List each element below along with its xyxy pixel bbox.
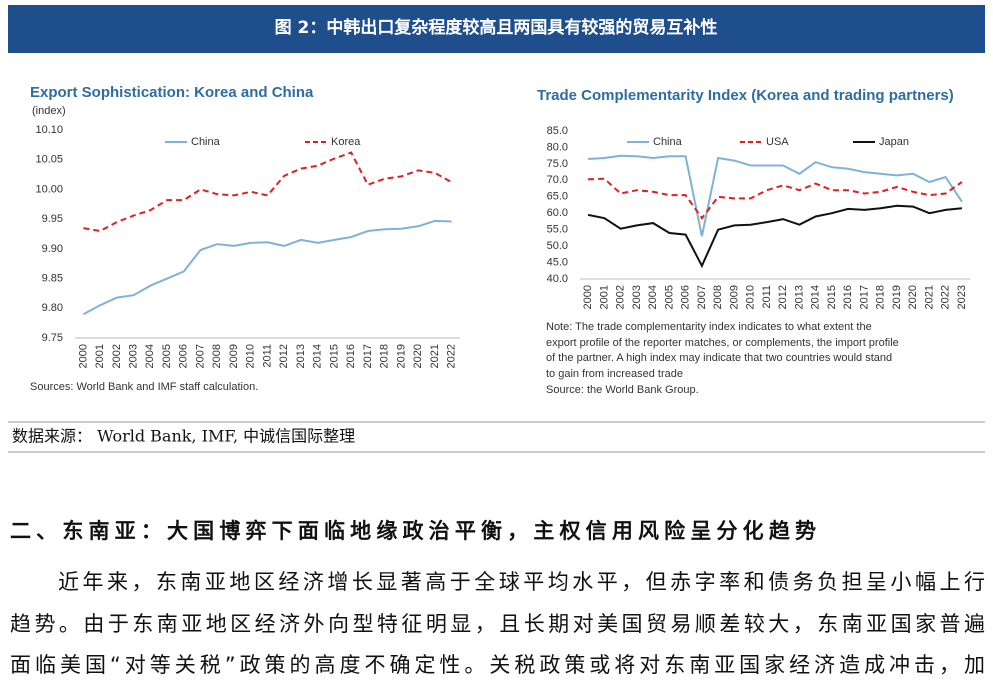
section-heading: 二、东南亚：大国博弈下面临地缘政治平衡，主权信用风险呈分化趋势 <box>10 519 816 543</box>
x-tick-label: 2012 <box>278 344 290 368</box>
y-tick-label: 85.0 <box>547 125 568 137</box>
x-tick-label: 2012 <box>777 285 789 309</box>
y-tick-label: 9.80 <box>42 302 63 314</box>
x-tick-label: 2018 <box>379 344 391 368</box>
x-tick-label: 2018 <box>875 285 887 309</box>
y-tick-label: 10.00 <box>35 183 63 195</box>
x-tick-label: 2008 <box>211 344 223 368</box>
x-tick-label: 2022 <box>446 344 458 368</box>
x-tick-label: 2019 <box>395 344 407 368</box>
y-tick-label: 65.0 <box>547 191 568 203</box>
y-tick-label: 10.10 <box>35 124 63 136</box>
y-tick-label: 50.0 <box>547 240 568 252</box>
x-tick-label: 2022 <box>940 285 952 309</box>
x-tick-label: 2017 <box>858 285 870 309</box>
chart-title: Trade Complementarity Index (Korea and t… <box>537 87 954 104</box>
x-tick-label: 2001 <box>94 344 106 368</box>
legend-label: USA <box>766 136 789 148</box>
chart-note: of the partner. A high index may indicat… <box>546 352 892 364</box>
x-tick-label: 2003 <box>127 344 139 368</box>
x-tick-label: 2013 <box>793 285 805 309</box>
x-tick-label: 2005 <box>663 285 675 309</box>
legend-label: China <box>191 136 221 148</box>
x-tick-label: 2009 <box>728 285 740 309</box>
x-tick-label: 2019 <box>891 285 903 309</box>
y-tick-label: 9.75 <box>42 332 63 344</box>
y-tick-label: 80.0 <box>547 141 568 153</box>
x-tick-label: 2002 <box>111 344 123 368</box>
data-source: 数据来源： World Bank, IMF, 中诚信国际整理 <box>12 427 355 446</box>
y-axis-label: (index) <box>32 105 66 117</box>
chart-note: to gain from increased trade <box>546 368 683 380</box>
figure-title: 图 2：中韩出口复杂程度较高且两国具有较强的贸易互补性 <box>275 17 718 38</box>
x-tick-label: 2004 <box>647 285 659 309</box>
y-tick-label: 10.05 <box>35 154 63 166</box>
y-tick-label: 9.95 <box>42 213 63 225</box>
y-tick-label: 9.85 <box>42 272 63 284</box>
y-tick-label: 45.0 <box>547 256 568 268</box>
x-tick-label: 2021 <box>429 344 441 368</box>
x-tick-label: 2014 <box>312 344 324 368</box>
x-tick-label: 2021 <box>923 285 935 309</box>
series-line <box>82 219 452 316</box>
legend-label: Korea <box>331 136 361 148</box>
x-tick-label: 2007 <box>696 285 708 309</box>
x-tick-label: 2007 <box>194 344 206 368</box>
chart-source: Sources: World Bank and IMF staff calcul… <box>30 381 258 393</box>
x-tick-label: 2020 <box>907 285 919 309</box>
x-tick-label: 2013 <box>295 344 307 368</box>
x-tick-label: 2003 <box>631 285 643 309</box>
x-tick-label: 2009 <box>228 344 240 368</box>
x-tick-label: 2010 <box>745 285 757 309</box>
x-tick-label: 2016 <box>842 285 854 309</box>
x-tick-label: 2006 <box>178 344 190 368</box>
chart-note: export profile of the reporter matches, … <box>546 337 899 349</box>
x-tick-label: 2011 <box>761 285 773 309</box>
series-line <box>588 177 963 220</box>
x-tick-label: 2010 <box>245 344 257 368</box>
x-tick-label: 2011 <box>261 344 273 368</box>
x-tick-label: 2020 <box>412 344 424 368</box>
chart-note: Note: The trade complementarity index in… <box>546 321 872 333</box>
x-tick-label: 2014 <box>810 285 822 309</box>
x-tick-label: 2016 <box>345 344 357 368</box>
x-tick-label: 2004 <box>144 344 156 368</box>
legend-label: China <box>653 136 683 148</box>
x-tick-label: 2015 <box>826 285 838 309</box>
paragraph-line: 面临美国“对等关税”政策的高度不确定性。关税政策或将对东南亚国家经济造成冲击，加 <box>10 653 985 677</box>
series-line <box>587 204 962 269</box>
y-tick-label: 75.0 <box>547 158 568 170</box>
y-tick-label: 70.0 <box>547 174 568 186</box>
x-tick-label: 2015 <box>328 344 340 368</box>
chart-title: Export Sophistication: Korea and China <box>30 84 314 101</box>
x-tick-label: 2002 <box>615 285 627 309</box>
x-tick-label: 2001 <box>598 285 610 309</box>
series-line <box>588 154 963 237</box>
x-tick-label: 2023 <box>956 285 968 309</box>
legend-label: Japan <box>879 136 909 148</box>
series-line <box>83 151 453 233</box>
x-tick-label: 2000 <box>77 344 89 368</box>
figure-header <box>8 5 985 53</box>
x-tick-label: 2005 <box>161 344 173 368</box>
x-tick-label: 2000 <box>582 285 594 309</box>
chart-source: Source: the World Bank Group. <box>546 384 699 396</box>
paragraph-line: 趋势。由于东南亚地区经济外向型特征明显，且长期对美国贸易顺差较大，东南亚国家普遍 <box>10 612 985 636</box>
x-tick-label: 2006 <box>680 285 692 309</box>
x-tick-label: 2017 <box>362 344 374 368</box>
paragraph-line: 近年来，东南亚地区经济增长显著高于全球平均水平，但赤字率和债务负担呈小幅上行 <box>58 570 985 594</box>
x-tick-label: 2008 <box>712 285 724 309</box>
y-tick-label: 9.90 <box>42 243 63 255</box>
y-tick-label: 40.0 <box>547 273 568 285</box>
y-tick-label: 60.0 <box>547 207 568 219</box>
y-tick-label: 55.0 <box>547 224 568 236</box>
